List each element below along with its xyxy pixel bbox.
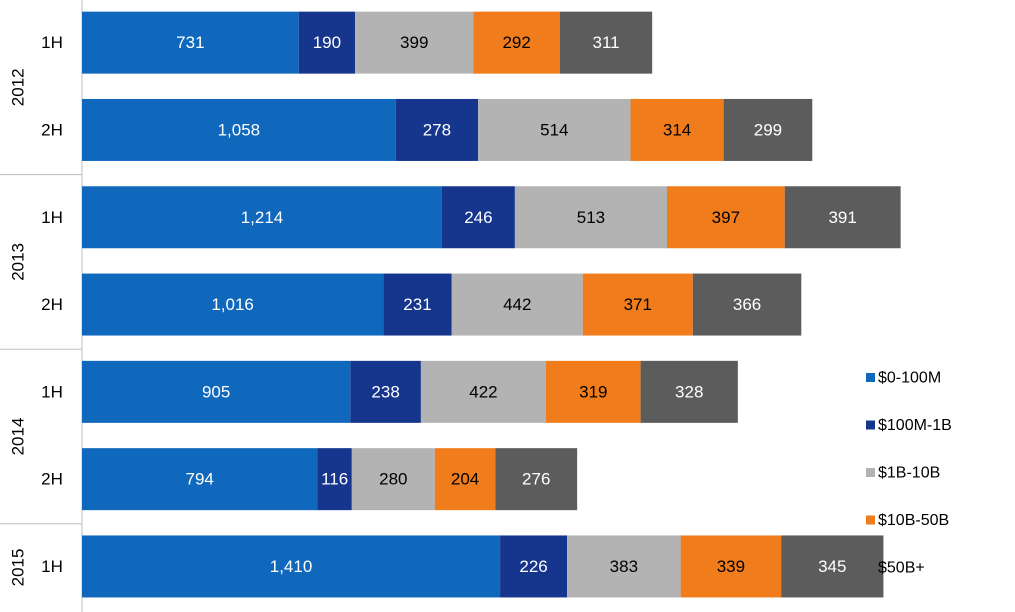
bar-segment	[82, 186, 442, 249]
bar-segment	[723, 98, 813, 161]
data-label: 280	[379, 470, 407, 489]
bar-segment	[451, 273, 583, 336]
bar-segment	[582, 273, 693, 336]
bar-segment	[395, 98, 479, 161]
data-label: 1,016	[211, 295, 254, 314]
data-label: 339	[717, 557, 745, 576]
data-label: 231	[403, 295, 431, 314]
legend-swatch	[866, 373, 875, 382]
bar-segment	[434, 448, 496, 511]
data-label: 366	[733, 295, 761, 314]
data-label: 442	[503, 295, 531, 314]
data-label: 1,058	[218, 120, 261, 139]
bar-segment	[298, 11, 356, 74]
data-label: 1,214	[241, 208, 284, 227]
data-label: 276	[522, 470, 550, 489]
legend-label: $100M-1B	[878, 417, 952, 434]
data-label: 190	[313, 33, 341, 52]
bar-segment	[514, 186, 667, 249]
bar-segment	[82, 535, 501, 598]
bar-segment	[559, 11, 653, 74]
bar-segment	[567, 535, 681, 598]
half-label: 1H	[41, 382, 63, 401]
bar-segment	[82, 360, 351, 423]
data-label: 391	[828, 208, 856, 227]
bar-segment	[82, 273, 384, 336]
data-label: 794	[186, 470, 214, 489]
data-label: 319	[579, 382, 607, 401]
legend-label: $10B-50B	[878, 512, 949, 529]
half-label: 1H	[41, 33, 63, 52]
year-label: 2012	[9, 68, 28, 106]
bar-segment	[692, 273, 802, 336]
legend-label: $1B-10B	[878, 465, 940, 482]
bar-segment	[495, 448, 578, 511]
data-label: 311	[593, 33, 620, 52]
data-label: 292	[502, 33, 530, 52]
bar-segment	[546, 360, 641, 423]
data-label: 226	[519, 557, 547, 576]
half-label: 2H	[41, 470, 63, 489]
bar-segment	[351, 448, 435, 511]
bar-segment	[82, 448, 318, 511]
data-label: 278	[423, 120, 451, 139]
bar-segment	[478, 98, 631, 161]
data-label: 422	[469, 382, 497, 401]
half-label: 2H	[41, 295, 63, 314]
half-label: 2H	[41, 120, 63, 139]
bar-segment	[420, 360, 547, 423]
bar-segment	[680, 535, 782, 598]
data-label: 204	[451, 470, 479, 489]
bar-segment	[317, 448, 352, 511]
bar-segment	[666, 186, 785, 249]
data-label: 328	[675, 382, 703, 401]
bar-segment	[355, 11, 474, 74]
data-label: 299	[754, 120, 782, 139]
bar-segment	[473, 11, 560, 74]
data-label: 731	[176, 33, 204, 52]
bar-segment	[500, 535, 568, 598]
data-label: 238	[371, 382, 399, 401]
bar-segment	[350, 360, 421, 423]
data-label: 314	[663, 120, 691, 139]
data-label: 345	[818, 557, 846, 576]
data-label: 397	[712, 208, 740, 227]
bar-segment	[630, 98, 724, 161]
bar-segment	[383, 273, 452, 336]
data-label: 1,410	[270, 557, 313, 576]
data-label: 371	[624, 295, 652, 314]
data-label: 399	[400, 33, 428, 52]
bar-segment	[82, 11, 299, 74]
year-label: 2015	[9, 549, 28, 587]
bar-segment	[82, 98, 396, 161]
data-label: 246	[464, 208, 492, 227]
bar-segment	[441, 186, 515, 249]
legend-swatch	[866, 420, 875, 430]
half-label: 1H	[41, 208, 63, 227]
data-label: 116	[321, 470, 348, 489]
legend-swatch	[866, 563, 875, 572]
data-label: 905	[202, 382, 230, 401]
half-label: 1H	[41, 557, 63, 576]
data-label: 513	[577, 208, 605, 227]
year-label: 2013	[9, 243, 28, 281]
bar-segment	[784, 186, 901, 249]
legend-label: $50B+	[878, 560, 925, 577]
legend-swatch	[866, 515, 875, 525]
year-label: 2014	[9, 418, 28, 456]
legend-label: $0-100M	[878, 370, 941, 387]
legend-swatch	[866, 468, 875, 477]
data-label: 514	[540, 120, 568, 139]
bar-segment	[640, 360, 738, 423]
data-label: 383	[610, 557, 638, 576]
